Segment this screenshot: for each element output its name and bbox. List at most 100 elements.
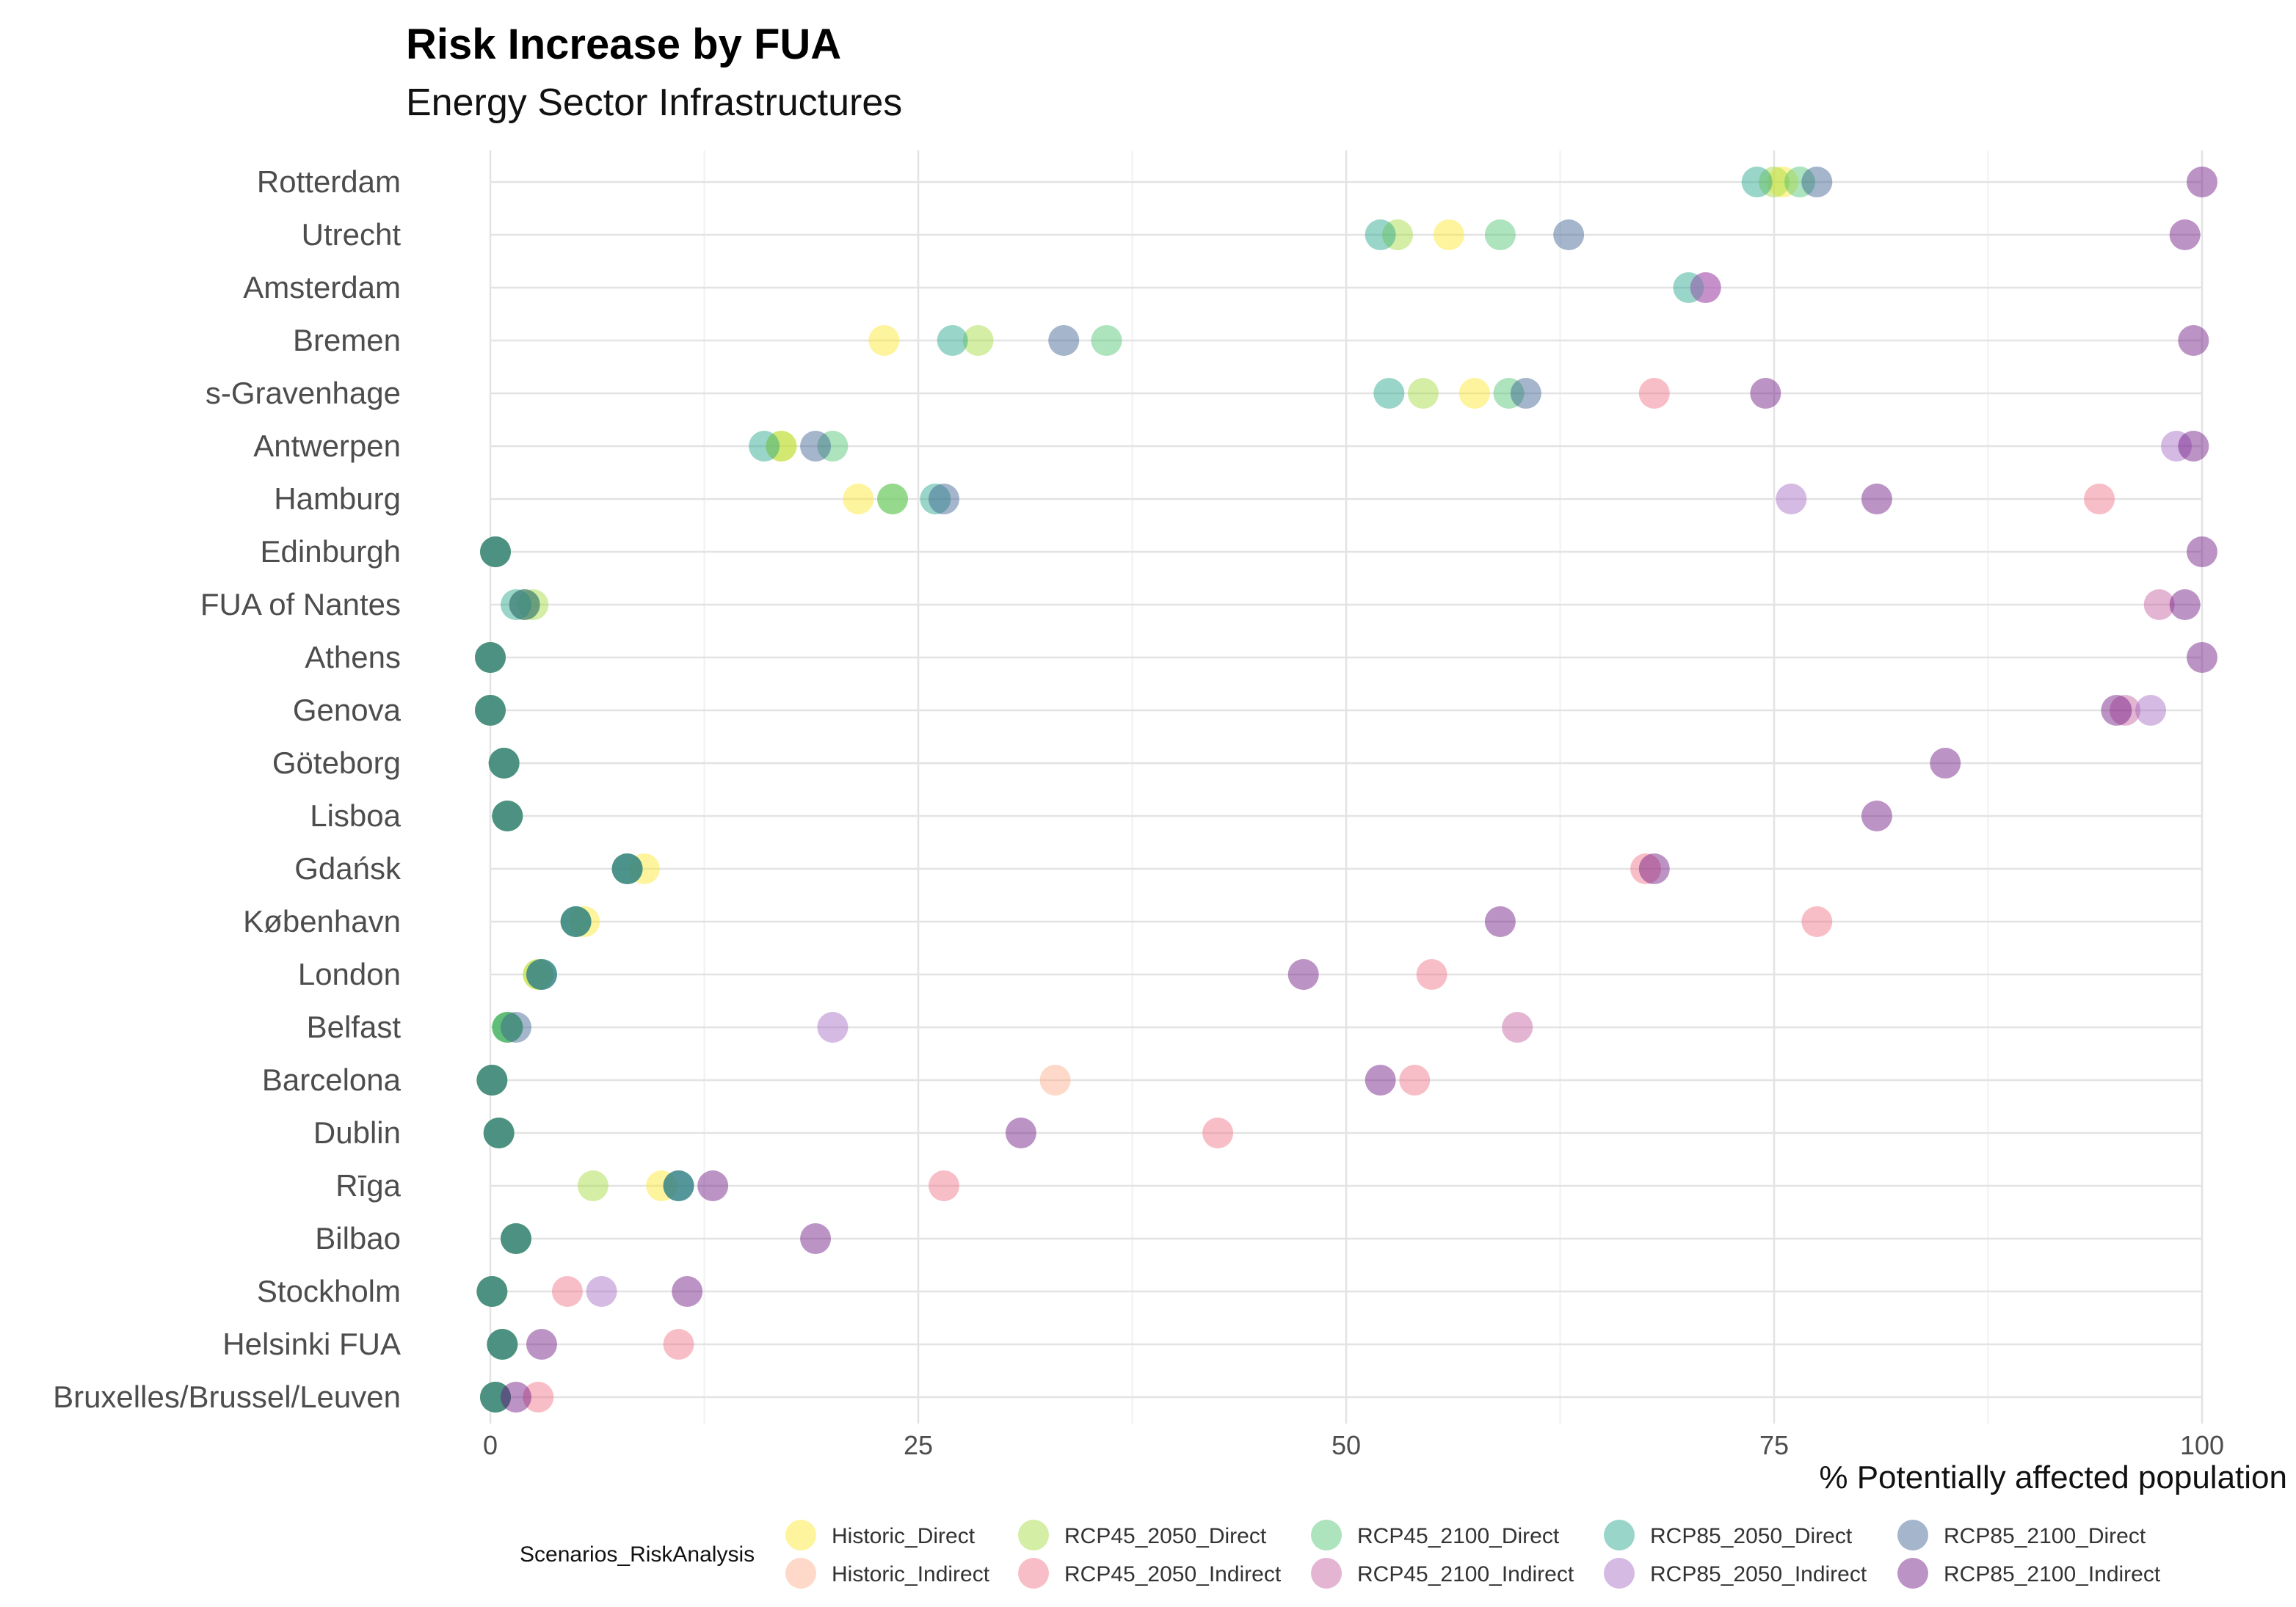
data-point [500,1223,531,1254]
y-tick-label: Helsinki FUA [222,1327,401,1361]
y-tick-label: Gdańsk [294,851,402,886]
data-point [611,853,643,884]
y-tick-label: Hamburg [274,481,401,516]
data-point [560,906,592,937]
legend-title: Scenarios_RiskAnalysis [520,1542,755,1567]
data-point [800,1223,832,1254]
data-point [479,536,511,567]
data-point [487,1329,518,1360]
legend-label: RCP45_2100_Direct [1357,1524,1560,1548]
data-point [1553,219,1585,250]
data-point [928,484,959,514]
legend-key [1604,1520,1635,1550]
data-point [569,906,600,937]
data-point [749,431,780,462]
legend-key [1897,1520,1928,1550]
data-point [1202,1118,1234,1148]
data-point [1776,484,1807,514]
legend-key [1897,1558,1928,1589]
data-point [1484,219,1516,250]
data-point [500,1012,531,1043]
data-point [766,431,797,462]
y-tick-label: Rīga [335,1168,401,1203]
data-point [1690,272,1721,303]
data-point [523,959,554,990]
data-point [479,1382,511,1413]
data-point [646,1170,677,1201]
data-point [475,695,506,726]
data-point [1416,959,1447,990]
data-point [560,906,592,937]
data-point [1630,853,1662,884]
legend-label: Historic_Indirect [832,1562,990,1586]
data-point [1493,378,1525,409]
data-point [483,1118,515,1148]
data-point [500,589,531,620]
y-tick-label: Athens [305,640,401,674]
data-point [1861,484,1892,514]
data-point [487,1329,518,1360]
chart-subtitle: Energy Sector Infrastructures [406,81,902,124]
data-point [492,801,523,831]
y-tick-label: s-Gravenhage [206,376,401,410]
data-point [487,1329,518,1360]
data-point [526,959,557,990]
data-point [479,536,511,567]
data-point [479,1382,511,1413]
data-point [877,484,909,514]
data-point [628,853,660,884]
data-point [492,801,523,831]
data-point [560,906,592,937]
x-axis-labels: 0 25 50 75 100 [483,1430,2224,1460]
data-point [611,853,643,884]
data-point [2169,219,2201,250]
data-point [2161,431,2193,462]
data-point [475,642,506,673]
data-point [1759,167,1790,197]
data-point [937,325,968,356]
legend-label: RCP85_2100_Indirect [1944,1562,2161,1586]
y-tick-label: Barcelona [262,1063,402,1097]
data-point [509,589,540,620]
data-point [475,642,506,673]
data-point [476,1065,508,1096]
data-point [1287,959,1319,990]
data-point [475,695,506,726]
y-tick-label: Antwerpen [253,429,401,463]
y-tick-label: Stockholm [257,1274,401,1308]
y-tick-label: Utrecht [302,217,402,252]
data-point [1373,378,1405,409]
data-point [483,1118,515,1148]
data-point [492,801,523,831]
data-point [877,484,909,514]
legend-key [1018,1520,1049,1550]
data-point [2187,536,2217,567]
data-point [1767,167,1798,197]
data-point [1399,1065,1431,1096]
data-point [483,1118,515,1148]
data-point [492,801,523,831]
data-point [1638,853,1670,884]
data-point [1433,219,1464,250]
data-point [928,1170,959,1201]
data-point [526,959,557,990]
data-point [492,801,523,831]
data-point [476,1065,508,1096]
data-point [551,1276,583,1307]
data-point [500,1223,531,1254]
data-point [487,1329,518,1360]
data-points [475,167,2217,1413]
data-point [2178,325,2209,356]
y-tick-label: Bremen [293,323,401,357]
data-point [1484,906,1516,937]
legend-label: RCP85_2050_Indirect [1650,1562,1867,1586]
y-tick-label: Belfast [307,1010,402,1044]
legend-label: RCP85_2100_Direct [1944,1524,2146,1548]
data-point [1801,906,1833,937]
data-point [488,748,520,779]
y-tick-label: Dublin [313,1115,401,1150]
data-point [2084,484,2115,514]
data-point [476,1065,508,1096]
data-point [1784,167,1815,197]
data-point [1930,748,1961,779]
